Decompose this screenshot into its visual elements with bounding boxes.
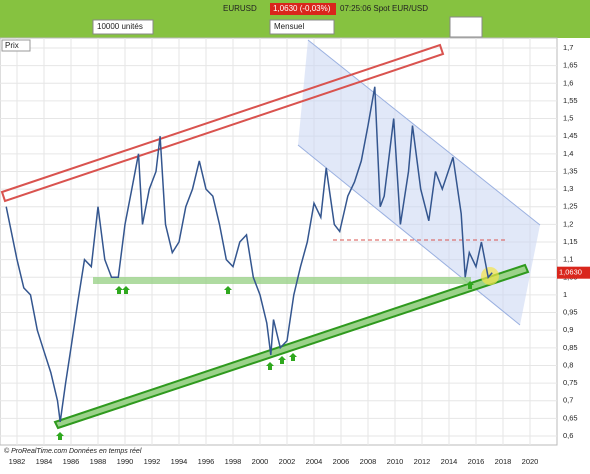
- footer: © ProRealTime.com Données en temps réel: [4, 447, 142, 455]
- y-tick-label: 1,1: [563, 255, 573, 264]
- quantity-select[interactable]: [92, 19, 154, 35]
- red-channel: [0, 43, 445, 203]
- y-tick-label: 1,65: [563, 61, 578, 70]
- x-tick-label: 1998: [225, 457, 242, 466]
- chart-type-button[interactable]: [449, 16, 483, 38]
- y-tick-label: 1,25: [563, 202, 578, 211]
- y-tick-label: 1: [563, 290, 567, 299]
- y-tick-label: 0,95: [563, 308, 578, 317]
- x-tick-label: 2004: [306, 457, 323, 466]
- y-tick-label: 1,5: [563, 114, 573, 123]
- y-tick-label: 1,3: [563, 184, 573, 193]
- x-tick-label: 1984: [36, 457, 53, 466]
- x-tick-label: 2016: [468, 457, 485, 466]
- x-tick-label: 1996: [198, 457, 215, 466]
- x-tick-label: 2006: [333, 457, 350, 466]
- y-tick-label: 0,9: [563, 325, 573, 334]
- green-channel: [53, 263, 530, 430]
- x-tick-label: 1982: [9, 457, 26, 466]
- period: Mensuel: [274, 22, 304, 31]
- arrow: [266, 362, 274, 370]
- x-tick-label: 2000: [252, 457, 269, 466]
- y-tick-label: 1,45: [563, 131, 578, 140]
- y-tick-label: 1,15: [563, 237, 578, 246]
- arrow: [278, 356, 286, 364]
- quantity: 10000 unités: [97, 22, 143, 31]
- panel-label: Prix: [5, 41, 19, 50]
- price-line: [5, 86, 493, 423]
- arrows: [56, 281, 474, 440]
- x-tick-label: 2002: [279, 457, 296, 466]
- x-tick-label: 2018: [495, 457, 512, 466]
- y-tick-label: 0,75: [563, 378, 578, 387]
- y-tick-label: 0,65: [563, 413, 578, 422]
- x-tick-label: 2020: [522, 457, 539, 466]
- channel-line: [297, 144, 521, 326]
- y-tick-label: 1,55: [563, 96, 578, 105]
- time: 07:25:06 Spot EUR/USD: [340, 4, 428, 13]
- x-tick-label: 2008: [360, 457, 377, 466]
- x-tick-label: 1992: [144, 457, 161, 466]
- x-tick-label: 1994: [171, 457, 188, 466]
- y-tick-label: 0,85: [563, 343, 578, 352]
- y-tick-label: 0,6: [563, 431, 573, 440]
- price-tag-label: 1,0630: [559, 268, 582, 277]
- arrow: [122, 286, 130, 294]
- y-tick-label: 1,7: [563, 43, 573, 52]
- arrow: [466, 281, 474, 289]
- x-tick-label: 1986: [63, 457, 80, 466]
- y-tick-label: 1,2: [563, 219, 573, 228]
- x-tick-label: 2014: [441, 457, 458, 466]
- quote: 1,0630 (-0,03%): [273, 4, 331, 13]
- y-tick-label: 0,7: [563, 396, 573, 405]
- arrow: [224, 286, 232, 294]
- y-tick-label: 1,35: [563, 166, 578, 175]
- panel-tab[interactable]: [1, 39, 31, 52]
- y-tick-label: 0,8: [563, 360, 573, 369]
- symbol: EURUSD: [223, 4, 257, 13]
- support-band: [93, 277, 471, 284]
- quote-box: [270, 3, 336, 15]
- arrow: [56, 432, 64, 440]
- x-tick-label: 1990: [117, 457, 134, 466]
- arrow: [115, 286, 123, 294]
- y-tick-label: 1,4: [563, 149, 573, 158]
- x-tick-label: 2010: [387, 457, 404, 466]
- y-tick-label: 1,6: [563, 78, 573, 87]
- period-select[interactable]: [269, 19, 335, 35]
- channel-line: [307, 39, 541, 226]
- x-tick-label: 2012: [414, 457, 431, 466]
- arrow: [289, 353, 297, 361]
- price-tag: [557, 266, 590, 279]
- x-tick-label: 1988: [90, 457, 107, 466]
